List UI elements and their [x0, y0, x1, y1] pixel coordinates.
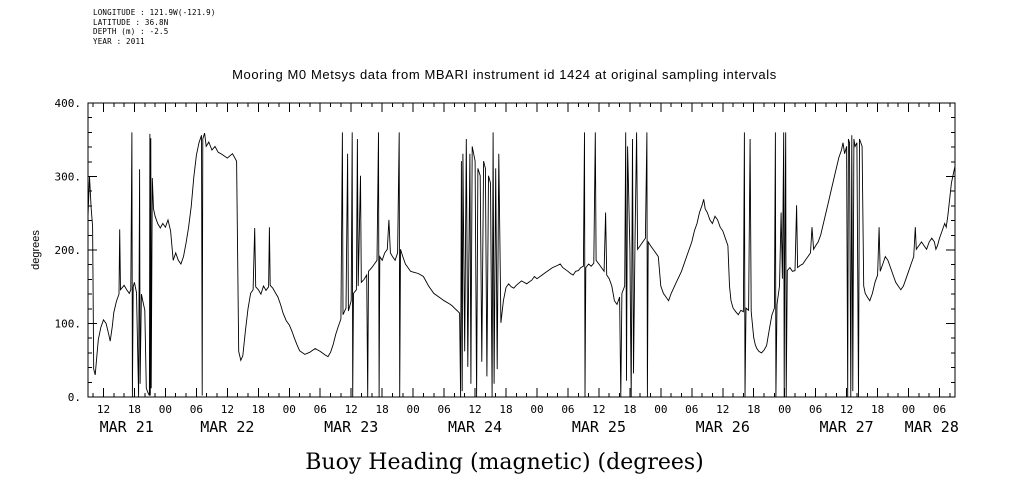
x-date-label: MAR 25: [572, 418, 626, 436]
x-tick-label: 18: [252, 403, 265, 416]
x-date-label: MAR 24: [448, 418, 502, 436]
y-tick-label: 100.: [55, 318, 82, 331]
x-tick-label: 00: [530, 403, 543, 416]
plot-border: [87, 102, 956, 398]
x-tick-label: 00: [407, 403, 420, 416]
data-line: [87, 132, 956, 398]
x-date-label: MAR 27: [820, 418, 874, 436]
x-tick-label: 18: [499, 403, 512, 416]
meta-year: YEAR : 2011: [93, 36, 145, 46]
x-tick-label: 06: [561, 403, 574, 416]
x-date-label: MAR 22: [200, 418, 254, 436]
x-date-label: MAR 26: [696, 418, 750, 436]
x-date-label: MAR 28: [905, 418, 959, 436]
x-tick-label: 06: [190, 403, 203, 416]
x-axis-title: Buoy Heading (magnetic) (degrees): [305, 450, 704, 475]
x-tick-label: 18: [747, 403, 760, 416]
x-tick-label: 12: [468, 403, 481, 416]
x-tick-label: 12: [716, 403, 729, 416]
x-tick-label: 00: [654, 403, 667, 416]
x-tick-label: 06: [314, 403, 327, 416]
x-tick-label: 00: [902, 403, 915, 416]
chart-title: Mooring M0 Metsys data from MBARI instru…: [232, 67, 777, 82]
x-tick-label: 18: [376, 403, 389, 416]
x-date-label: MAR 21: [100, 418, 154, 436]
y-tick-label: 0.: [68, 391, 81, 404]
meta-depth: DEPTH (m) : -2.5: [93, 27, 169, 36]
x-tick-label: 00: [159, 403, 172, 416]
x-tick-label: 18: [623, 403, 636, 416]
x-tick-label: 06: [685, 403, 698, 416]
x-tick-label: 12: [345, 403, 358, 416]
x-tick-label: 12: [840, 403, 853, 416]
x-date-label: MAR 23: [324, 418, 378, 436]
x-tick-label: 12: [221, 403, 234, 416]
x-tick-label: 12: [97, 403, 110, 416]
x-tick-label: 00: [283, 403, 296, 416]
x-tick-label: 18: [871, 403, 884, 416]
x-tick-label: 06: [437, 403, 450, 416]
y-tick-label: 300.: [55, 171, 82, 184]
x-tick-label: 00: [778, 403, 791, 416]
meta-latitude: LATITUDE : 36.8N: [93, 17, 169, 27]
x-tick-label: 18: [128, 403, 141, 416]
x-tick-label: 06: [809, 403, 822, 416]
y-tick-label: 400.: [55, 97, 82, 110]
meta-longitude: LONGITUDE : 121.9W(-121.9): [93, 8, 216, 17]
y-tick-label: 200.: [55, 244, 82, 257]
x-tick-label: 06: [933, 403, 946, 416]
x-tick-label: 12: [592, 403, 605, 416]
metadata-block: LONGITUDE : 121.9W(-121.9) LATITUDE : 36…: [93, 8, 216, 46]
